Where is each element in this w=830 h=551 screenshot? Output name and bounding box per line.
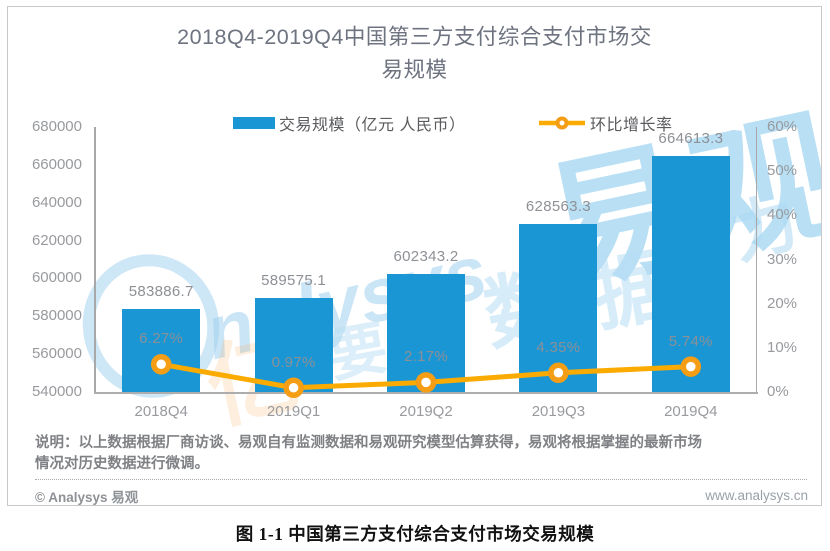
y-axis-left-tick: 600000 (31, 269, 82, 287)
y-axis-right-tick: 60% (767, 118, 798, 135)
figure-caption: 图 1-1 中国第三方支付综合支付市场交易规模 (235, 524, 595, 544)
y-axis-left-tick: 620000 (31, 231, 82, 249)
x-axis-label-2019Q3: 2019Q3 (531, 403, 586, 420)
y-axis-right-tick: 50% (767, 162, 798, 180)
note-line2: 情况对历史数据进行微调。 (35, 456, 209, 472)
x-axis-line (94, 392, 758, 394)
bar-value-label: 583886.7 (128, 282, 194, 300)
growth-rate-label: 5.74% (668, 332, 713, 350)
chart-title-line1: 2018Q4-2019Q4中国第三方支付综合支付市场交 (177, 25, 652, 49)
y-axis-left-tick: 540000 (31, 383, 82, 400)
y-axis-right-tick: 0% (767, 383, 789, 400)
y-axis-right-line (756, 127, 757, 393)
copyright-text: © Analysys 易观 (35, 490, 139, 505)
bar-2019Q1 (254, 298, 333, 392)
y-axis-left-tick: 660000 (31, 155, 82, 173)
legend-item-bars: 交易规模（亿元 人民币） (233, 111, 465, 135)
legend-bar-swatch-icon (233, 117, 275, 129)
y-axis-right-tick: 20% (767, 294, 798, 312)
chart-title-line2: 易规模 (381, 58, 448, 82)
x-axis-label-2019Q2: 2019Q2 (399, 403, 453, 420)
y-axis-right-tick: 30% (767, 250, 798, 268)
legend-line-label: 环比增长率 (590, 117, 673, 134)
bar-2019Q4 (651, 156, 730, 392)
x-axis-label-2019Q4: 2019Q4 (664, 403, 718, 420)
y-axis-left-tick: 640000 (31, 193, 82, 211)
bar-value-label: 628563.3 (525, 198, 591, 216)
bar-2019Q2 (387, 273, 465, 392)
y-axis-left-tick: 560000 (31, 345, 82, 363)
growth-rate-label: 0.97% (271, 353, 316, 371)
y-axis-left-tick: 680000 (31, 118, 82, 135)
note-line1: 说明：以上数据根据厂商访谈、易观自有监测数据和易观研究模型估算获得，易观将根据掌… (35, 435, 702, 451)
x-axis-label-2018Q4: 2018Q4 (134, 403, 188, 420)
legend-line-marker-icon (539, 116, 585, 130)
legend-item-line: 环比增长率 (538, 111, 673, 135)
growth-rate-label: 4.35% (536, 338, 581, 356)
x-axis-label-2019Q1: 2019Q1 (266, 403, 321, 420)
chart-card: nalysys 易观 数据 要 力 亿 2018Q4-2019Q4中国第三方支付… (7, 6, 822, 506)
y-axis-right-tick: 40% (767, 206, 798, 224)
growth-rate-label: 6.27% (139, 330, 184, 348)
bar-2019Q3 (519, 224, 598, 392)
bar-value-label: 602343.2 (393, 247, 459, 265)
note-text: 说明：以上数据根据厂商访谈、易观自有监测数据和易观研究模型估算获得，易观将根据掌… (35, 433, 801, 475)
y-axis-left-tick: 580000 (31, 307, 82, 325)
chart-title: 2018Q4-2019Q4中国第三方支付综合支付市场交 易规模 (8, 21, 821, 87)
bar-value-label: 589575.1 (261, 272, 327, 290)
growth-rate-label: 2.17% (403, 348, 449, 366)
legend-bar-label: 交易规模（亿元 人民币） (279, 117, 466, 134)
y-axis-left-line (94, 127, 96, 393)
y-axis-right-tick: 10% (767, 338, 798, 356)
dotted-divider (35, 479, 807, 480)
bar-value-label: 664613.3 (658, 130, 724, 148)
website-url: www.analysys.cn (705, 488, 808, 503)
bar-2018Q4 (122, 308, 201, 392)
